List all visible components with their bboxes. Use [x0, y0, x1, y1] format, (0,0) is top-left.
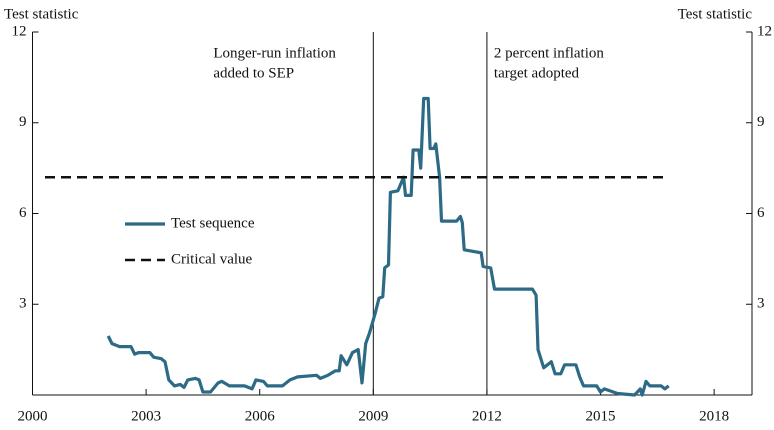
x-tick-label: 2003	[131, 408, 161, 424]
y2-tick-label: 3	[757, 296, 765, 312]
x-tick-label: 2015	[586, 408, 616, 424]
y-tick-label: 6	[19, 205, 27, 221]
x-tick-label: 2000	[18, 408, 48, 424]
annotation-text: target adopted	[494, 65, 580, 81]
x-tick-label: 2012	[472, 408, 502, 424]
y-tick-label: 3	[19, 296, 27, 312]
x-tick-label: 2009	[358, 408, 388, 424]
y-tick-label: 9	[19, 114, 27, 130]
y2-axis-label: Test statistic	[678, 6, 753, 22]
annotation-text: Longer-run inflation	[213, 45, 336, 61]
series-line	[106, 96, 670, 397]
legend-label: Critical value	[171, 251, 253, 267]
y-axis-label: Test statistic	[4, 6, 79, 22]
x-tick-label: 2006	[245, 408, 276, 424]
legend-label: Test sequence	[171, 215, 255, 231]
annotation-text: added to SEP	[213, 65, 294, 81]
y2-tick-label: 6	[757, 205, 765, 221]
x-tick-label: 2018	[699, 408, 729, 424]
y2-tick-label: 12	[757, 23, 772, 39]
annotation-text: 2 percent inflation	[494, 45, 604, 61]
y2-tick-label: 9	[757, 114, 765, 130]
y-tick-label: 12	[12, 23, 27, 39]
